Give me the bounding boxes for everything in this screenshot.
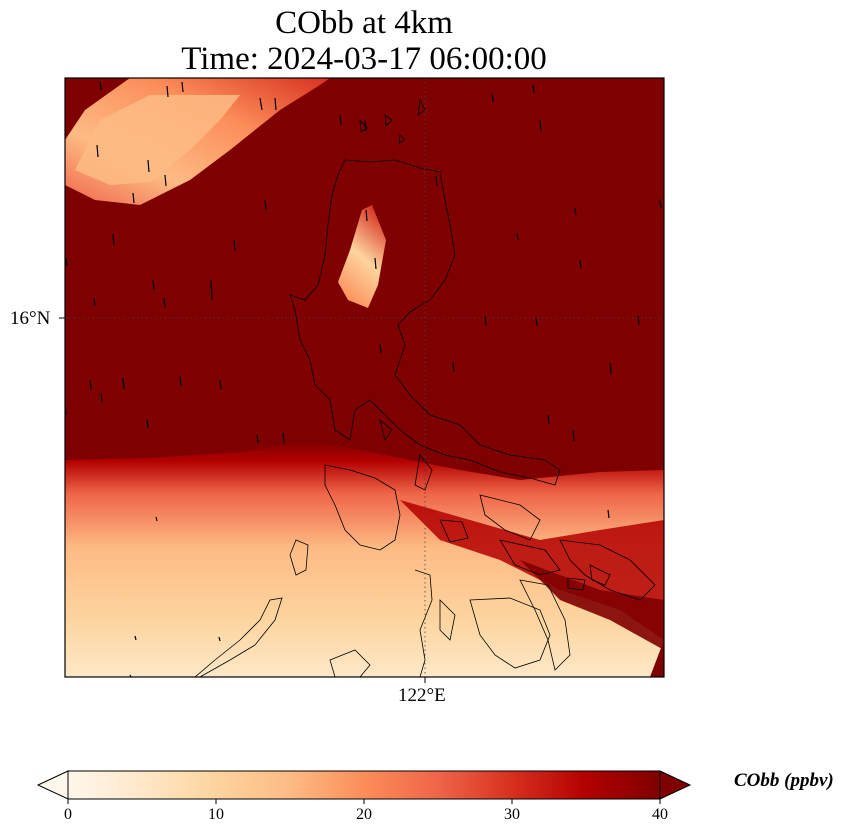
- map-time-subtitle: Time: 2024-03-17 06:00:00: [181, 41, 547, 77]
- map-frame: [64, 77, 665, 678]
- colorbar-tick-label: 20: [356, 806, 372, 823]
- gridlines: [65, 78, 664, 677]
- latitude-tick-label: 16°N: [10, 308, 51, 329]
- colorbar-tick-label: 0: [64, 806, 72, 823]
- coastline-palawan: [194, 597, 283, 677]
- colorbar-label: CObb (ppbv): [734, 770, 834, 791]
- colorbar-tick-label: 10: [208, 806, 224, 823]
- coastline-panay: [469, 597, 551, 669]
- low-concentration-region: [65, 442, 664, 677]
- colorbar-tick-label: 30: [504, 806, 520, 823]
- colorbar-gradient: [68, 771, 660, 799]
- plume-interior: [338, 205, 386, 308]
- colorbar-max-extend: [659, 770, 692, 800]
- colorbar-min-extend: [36, 770, 69, 800]
- coastline-mindoro: [324, 464, 401, 551]
- wind-vectors: [65, 81, 662, 677]
- longitude-tick-label: 122°E: [398, 685, 446, 706]
- colorbar-tick-marks: [67, 799, 661, 804]
- map-title: CObb at 4km: [275, 5, 453, 41]
- coastlines: [194, 98, 656, 677]
- coastline-luzon: [289, 159, 561, 486]
- colorbar-tick-label: 40: [652, 806, 668, 823]
